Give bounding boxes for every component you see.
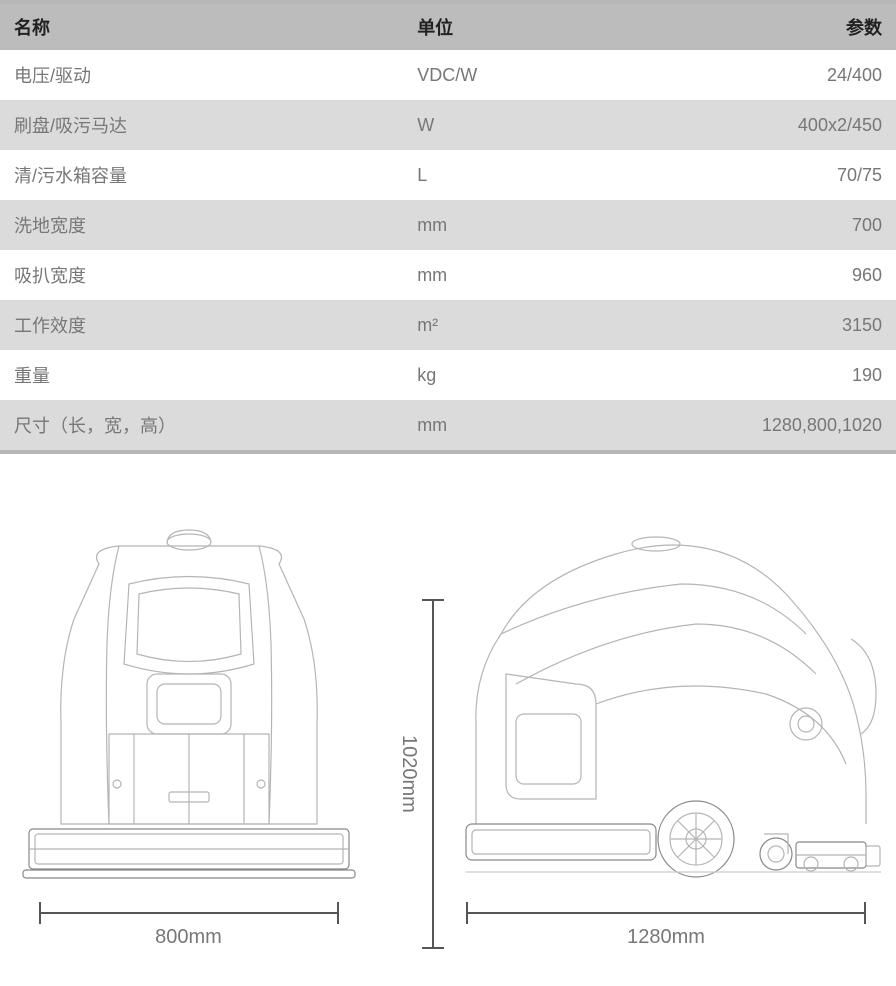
cell-value: 24/400	[672, 50, 896, 100]
cell-unit: m²	[403, 300, 672, 350]
cell-value: 190	[672, 350, 896, 400]
header-unit: 单位	[403, 4, 672, 50]
table-row: 重量 kg 190	[0, 350, 896, 400]
height-label: 1020mm	[397, 735, 420, 813]
table-row: 尺寸（长，宽，高） mm 1280,800,1020	[0, 400, 896, 450]
side-view-drawing	[446, 524, 886, 894]
front-view-panel: 800mm	[10, 524, 367, 949]
length-label: 1280mm	[627, 926, 705, 949]
cell-name: 洗地宽度	[0, 200, 403, 250]
dimension-line	[466, 912, 866, 914]
cell-name: 重量	[0, 350, 403, 400]
table-row: 工作效度 m² 3150	[0, 300, 896, 350]
dimension-line	[39, 912, 339, 914]
header-name: 名称	[0, 4, 403, 50]
cell-value: 70/75	[672, 150, 896, 200]
cell-name: 尺寸（长，宽，高）	[0, 400, 403, 450]
table-row: 吸扒宽度 mm 960	[0, 250, 896, 300]
cell-unit: W	[403, 100, 672, 150]
cell-name: 电压/驱动	[0, 50, 403, 100]
table-row: 洗地宽度 mm 700	[0, 200, 896, 250]
diagram-area: 800mm 1020mm	[0, 454, 896, 969]
length-dimension: 1280mm	[446, 912, 886, 949]
cell-unit: mm	[403, 250, 672, 300]
side-view-panel: 1020mm	[397, 524, 886, 949]
cell-value: 700	[672, 200, 896, 250]
cell-name: 刷盘/吸污马达	[0, 100, 403, 150]
cell-value: 3150	[672, 300, 896, 350]
cell-unit: kg	[403, 350, 672, 400]
cell-unit: L	[403, 150, 672, 200]
table-header-row: 名称 单位 参数	[0, 4, 896, 50]
cell-unit: mm	[403, 200, 672, 250]
table-row: 清/污水箱容量 L 70/75	[0, 150, 896, 200]
width-dimension: 800mm	[10, 912, 367, 949]
cell-unit: VDC/W	[403, 50, 672, 100]
front-view-drawing	[19, 524, 359, 894]
cell-name: 清/污水箱容量	[0, 150, 403, 200]
cell-value: 400x2/450	[672, 100, 896, 150]
cell-name: 吸扒宽度	[0, 250, 403, 300]
width-label: 800mm	[155, 926, 222, 949]
table-row: 电压/驱动 VDC/W 24/400	[0, 50, 896, 100]
header-value: 参数	[672, 4, 896, 50]
cell-value: 960	[672, 250, 896, 300]
cell-name: 工作效度	[0, 300, 403, 350]
cell-value: 1280,800,1020	[672, 400, 896, 450]
table-row: 刷盘/吸污马达 W 400x2/450	[0, 100, 896, 150]
dimension-line	[432, 599, 434, 949]
cell-unit: mm	[403, 400, 672, 450]
spec-table: 名称 单位 参数 电压/驱动 VDC/W 24/400 刷盘/吸污马达 W 40…	[0, 4, 896, 450]
height-dimension: 1020mm	[397, 599, 434, 949]
